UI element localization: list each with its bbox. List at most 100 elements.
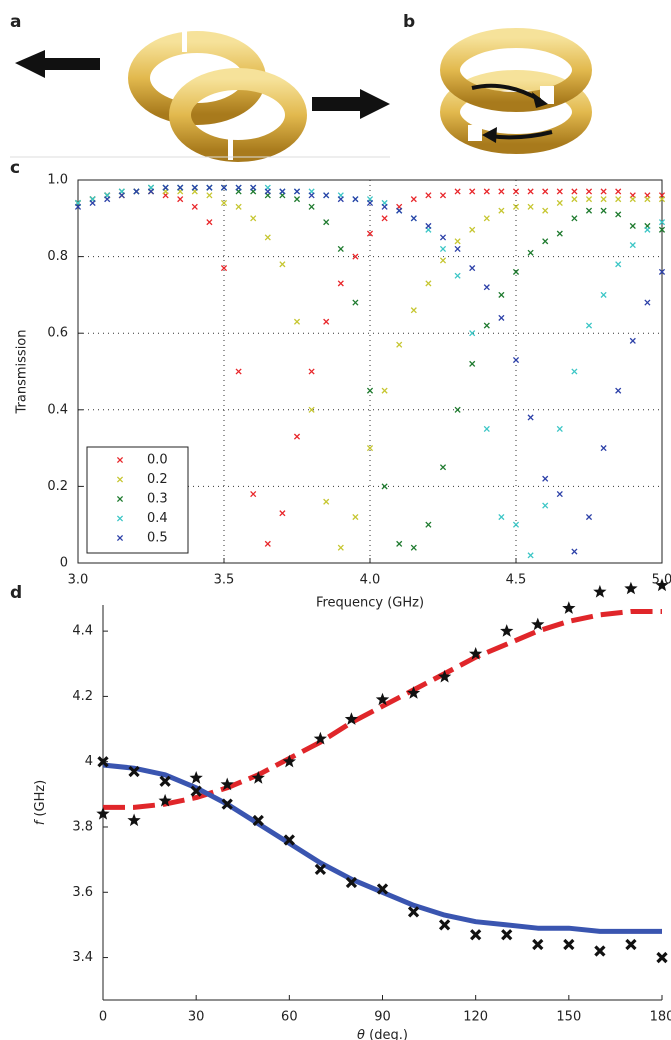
data-point bbox=[104, 196, 111, 203]
data-point bbox=[293, 318, 301, 325]
data-point bbox=[629, 222, 636, 230]
data-point bbox=[381, 387, 388, 394]
data-point bbox=[366, 199, 374, 207]
data-point bbox=[220, 199, 228, 207]
data-point bbox=[600, 188, 607, 195]
legend-marker bbox=[116, 456, 124, 464]
x-marker bbox=[532, 938, 544, 951]
star-marker bbox=[500, 624, 514, 637]
star-marker bbox=[127, 813, 141, 827]
data-point bbox=[323, 192, 330, 199]
data-point bbox=[658, 196, 666, 203]
data-point bbox=[615, 387, 622, 394]
data-point bbox=[498, 314, 505, 321]
y-axis-label: f (GHz) bbox=[33, 780, 48, 826]
y-tick-label: 1.0 bbox=[47, 173, 68, 188]
arrowhead bbox=[532, 92, 548, 108]
x-tick-label: 4.0 bbox=[360, 573, 381, 588]
ring-gap bbox=[182, 30, 187, 52]
data-point bbox=[323, 498, 330, 505]
data-point bbox=[556, 199, 563, 207]
y-tick-label: 3.6 bbox=[72, 885, 93, 900]
data-point bbox=[498, 291, 505, 298]
data-point bbox=[366, 445, 374, 452]
legend-marker bbox=[116, 534, 124, 542]
star-marker bbox=[655, 578, 669, 592]
data-point bbox=[279, 510, 286, 517]
data-point bbox=[439, 192, 447, 199]
data-point bbox=[600, 196, 607, 203]
data-point bbox=[337, 544, 344, 551]
data-point bbox=[615, 196, 622, 203]
plot-frame bbox=[77, 179, 663, 564]
data-point bbox=[571, 215, 578, 222]
data-point bbox=[439, 464, 447, 471]
y-tick-label: 0.4 bbox=[47, 402, 68, 417]
data-point bbox=[512, 203, 520, 210]
data-point bbox=[585, 188, 593, 195]
data-point bbox=[542, 188, 549, 195]
data-point bbox=[439, 245, 447, 252]
data-point bbox=[556, 425, 563, 433]
data-point bbox=[337, 196, 344, 203]
data-point bbox=[206, 184, 213, 191]
star-marker bbox=[96, 806, 110, 820]
data-point bbox=[366, 387, 374, 394]
data-point bbox=[177, 184, 184, 191]
data-point bbox=[585, 513, 593, 521]
y-tick-label: 0.8 bbox=[47, 249, 68, 264]
data-point bbox=[556, 188, 563, 195]
x-marker bbox=[221, 798, 233, 810]
ring bbox=[440, 70, 592, 154]
data-point bbox=[220, 265, 228, 272]
data-point bbox=[556, 230, 563, 237]
data-point bbox=[454, 188, 461, 195]
data-point bbox=[527, 203, 534, 210]
data-point bbox=[571, 188, 578, 195]
data-point bbox=[469, 188, 476, 195]
data-point bbox=[542, 475, 549, 482]
data-point bbox=[542, 238, 549, 245]
data-point bbox=[658, 268, 666, 275]
star-marker bbox=[282, 754, 296, 768]
star-marker bbox=[313, 731, 327, 745]
star-marker bbox=[438, 669, 452, 683]
data-point bbox=[264, 540, 271, 547]
data-point bbox=[498, 188, 505, 195]
y-tick-label: 0.6 bbox=[47, 326, 68, 341]
x-tick-label: 60 bbox=[281, 1010, 298, 1025]
data-point bbox=[483, 188, 490, 195]
y-tick-label: 4.4 bbox=[72, 624, 93, 639]
x-tick-label: 0 bbox=[99, 1010, 107, 1025]
x-marker bbox=[376, 883, 389, 895]
y-tick-label: 3.8 bbox=[72, 819, 93, 834]
ring-gap bbox=[540, 86, 554, 104]
x-marker bbox=[190, 785, 202, 797]
arrow bbox=[15, 50, 100, 78]
data-point bbox=[512, 188, 520, 195]
data-point bbox=[337, 280, 344, 287]
panel-label: c bbox=[10, 158, 20, 178]
data-point bbox=[381, 483, 388, 490]
data-point bbox=[308, 203, 315, 210]
x-tick-label: 150 bbox=[556, 1010, 581, 1025]
data-point bbox=[206, 192, 213, 199]
data-point bbox=[425, 521, 432, 528]
data-point bbox=[454, 245, 461, 252]
series-line bbox=[103, 609, 662, 810]
star-marker bbox=[251, 771, 265, 784]
legend-label: 0.5 bbox=[147, 531, 168, 546]
legend-label: 0.4 bbox=[147, 511, 168, 526]
y-tick-label: 3.4 bbox=[72, 950, 93, 965]
star-marker bbox=[220, 777, 234, 791]
data-point bbox=[542, 207, 549, 214]
data-point bbox=[454, 272, 461, 279]
star-marker bbox=[531, 617, 545, 631]
x-marker bbox=[563, 938, 575, 951]
data-point bbox=[133, 188, 140, 195]
x-tick-label: 3.5 bbox=[214, 573, 235, 588]
data-point bbox=[512, 268, 520, 275]
x-marker bbox=[625, 938, 637, 951]
x-tick-label: 4.5 bbox=[506, 573, 527, 588]
data-point bbox=[352, 513, 359, 521]
